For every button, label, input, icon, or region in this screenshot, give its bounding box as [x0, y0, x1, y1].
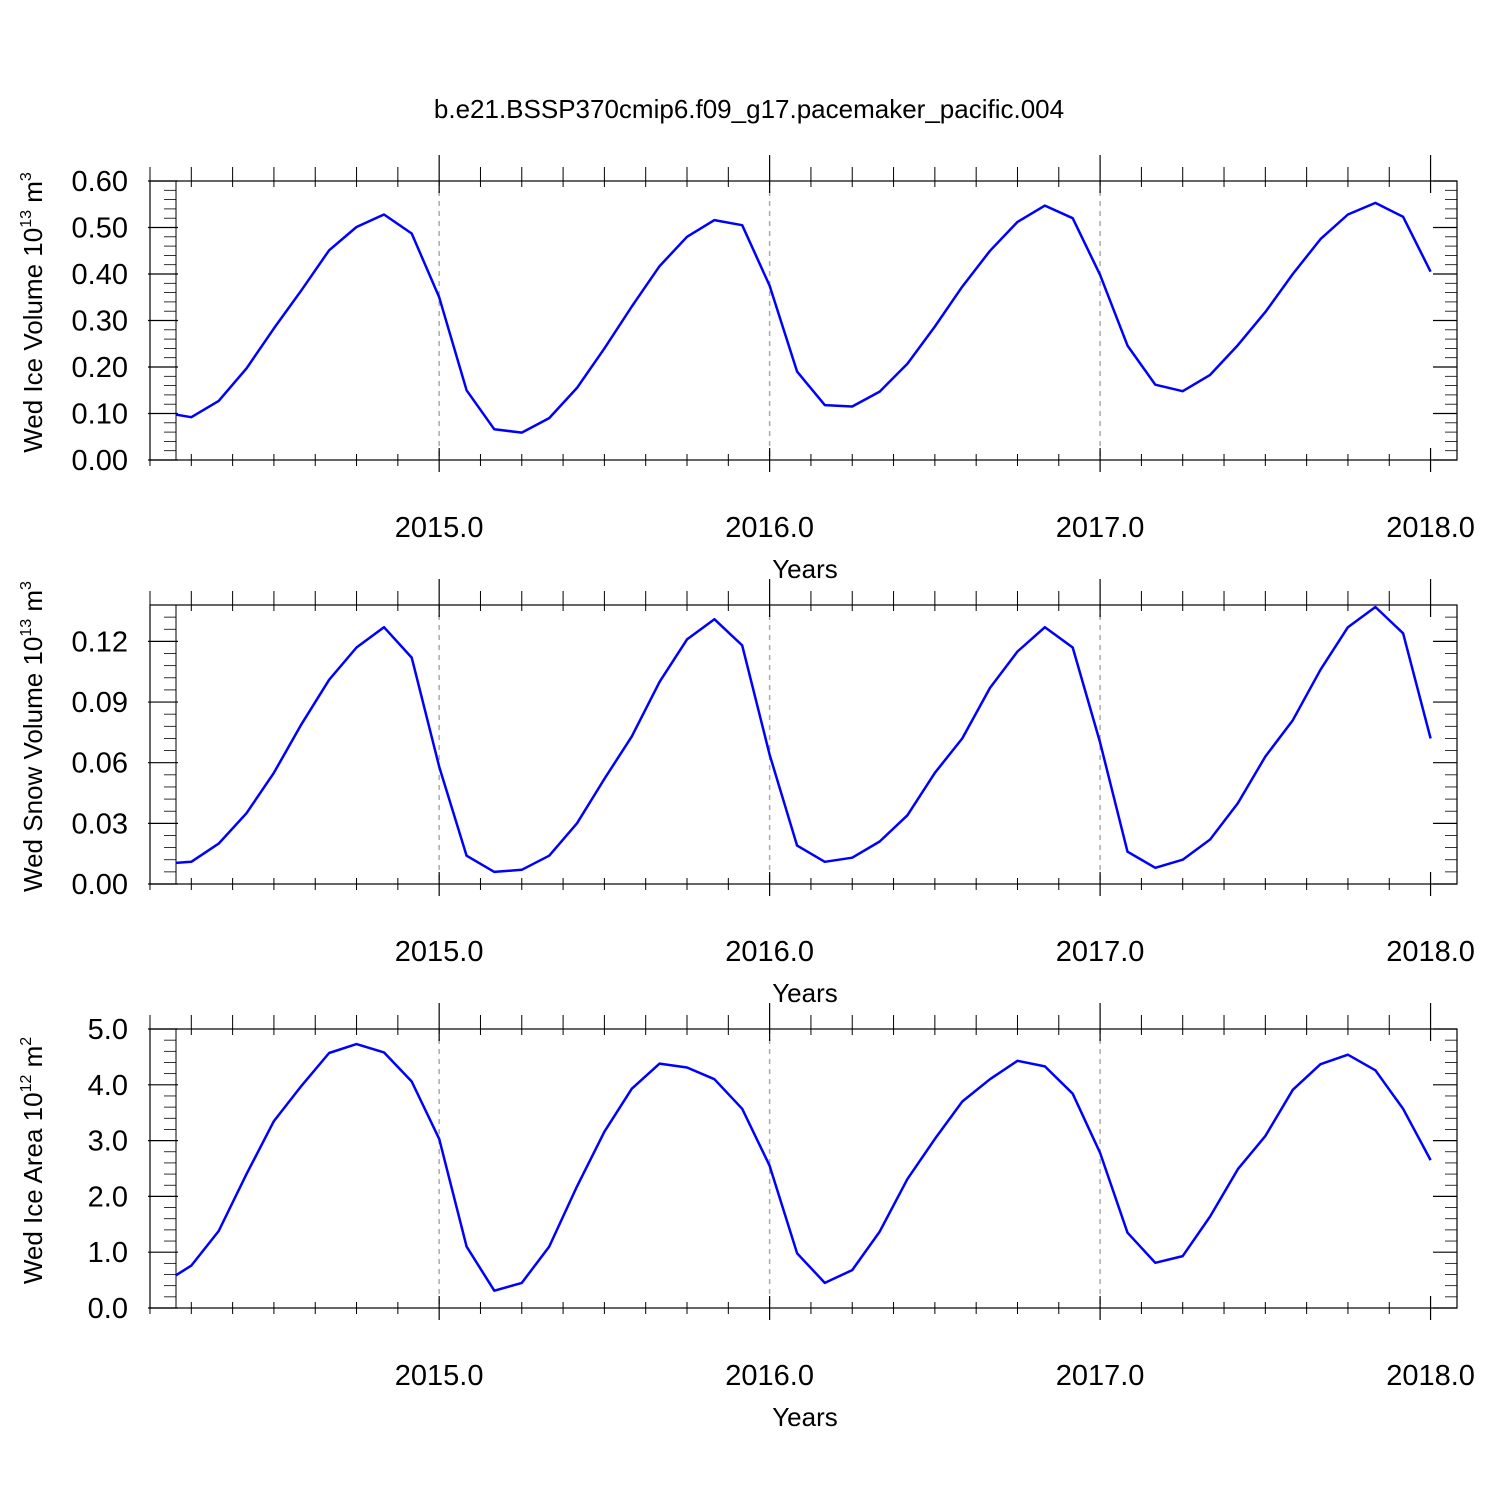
y-tick-label: 3.0 [88, 1126, 128, 1158]
y-tick-label: 5.0 [88, 1014, 128, 1046]
y-tick-label: 0.12 [72, 626, 128, 658]
y-tick-label: 0.40 [72, 259, 128, 291]
x-tick-label: 2015.0 [395, 936, 484, 968]
x-tick-label: 2018.0 [1386, 512, 1475, 544]
y-tick-label: 0.20 [72, 352, 128, 384]
x-tick-label: 2016.0 [725, 936, 814, 968]
x-tick-label: 2018.0 [1386, 1360, 1475, 1392]
y-axis-label: Wed Ice Volume 1013 m3 [18, 172, 48, 453]
chart-panel-2: 0.00 0.03 0.06 0.09 0.12 2015.0 2016.0 2017.0 20… [18, 579, 1475, 1008]
chart-panel-1: 0.00 0.10 0.20 0.30 0.40 0.50 0.60 2015.0 2016.0… [18, 155, 1475, 584]
x-tick-label: 2017.0 [1056, 512, 1145, 544]
series-line-1 [176, 1042, 1432, 1292]
x-axis-label: Years [772, 978, 838, 1008]
x-tick-label: 2017.0 [1056, 936, 1145, 968]
y-tick-label: 0.50 [72, 213, 128, 245]
series-line-1 [176, 605, 1432, 874]
series-line-1 [176, 201, 1432, 434]
x-tick-label: 2016.0 [725, 1360, 814, 1392]
x-axis-label: Years [772, 1402, 838, 1432]
y-tick-label: 0.60 [72, 166, 128, 198]
x-tick-label: 2017.0 [1056, 1360, 1145, 1392]
y-tick-label: 0.0 [88, 1293, 128, 1325]
x-axis-label: Years [772, 554, 838, 584]
y-tick-label: 0.10 [72, 399, 128, 431]
x-tick-label: 2015.0 [395, 1360, 484, 1392]
y-tick-label: 4.0 [88, 1070, 128, 1102]
x-tick-label: 2018.0 [1386, 936, 1475, 968]
x-tick-label: 2016.0 [725, 512, 814, 544]
y-tick-label: 0.06 [72, 748, 128, 780]
y-tick-label: 0.00 [72, 869, 128, 901]
plot-frame [149, 180, 1458, 461]
y-axis-label: Wed Ice Area 1012 m2 [18, 1037, 48, 1284]
y-tick-label: 2.0 [88, 1181, 128, 1213]
plot-frame [149, 1028, 1458, 1309]
plot-frame [149, 604, 1458, 885]
y-tick-label: 0.09 [72, 687, 128, 719]
y-tick-label: 1.0 [88, 1237, 128, 1269]
y-tick-label: 0.30 [72, 306, 128, 338]
figure-title: b.e21.BSSP370cmip6.f09_g17.pacemaker_pac… [434, 94, 1064, 124]
chart-panel-3: 0.0 1.0 2.0 3.0 4.0 5.0 2015.0 2016.0 2017.0 2018… [18, 1003, 1475, 1432]
y-tick-label: 0.03 [72, 808, 128, 840]
x-tick-label: 2015.0 [395, 512, 484, 544]
y-axis-label: Wed Snow Volume 1013 m3 [18, 581, 48, 892]
y-tick-label: 0.00 [72, 445, 128, 477]
